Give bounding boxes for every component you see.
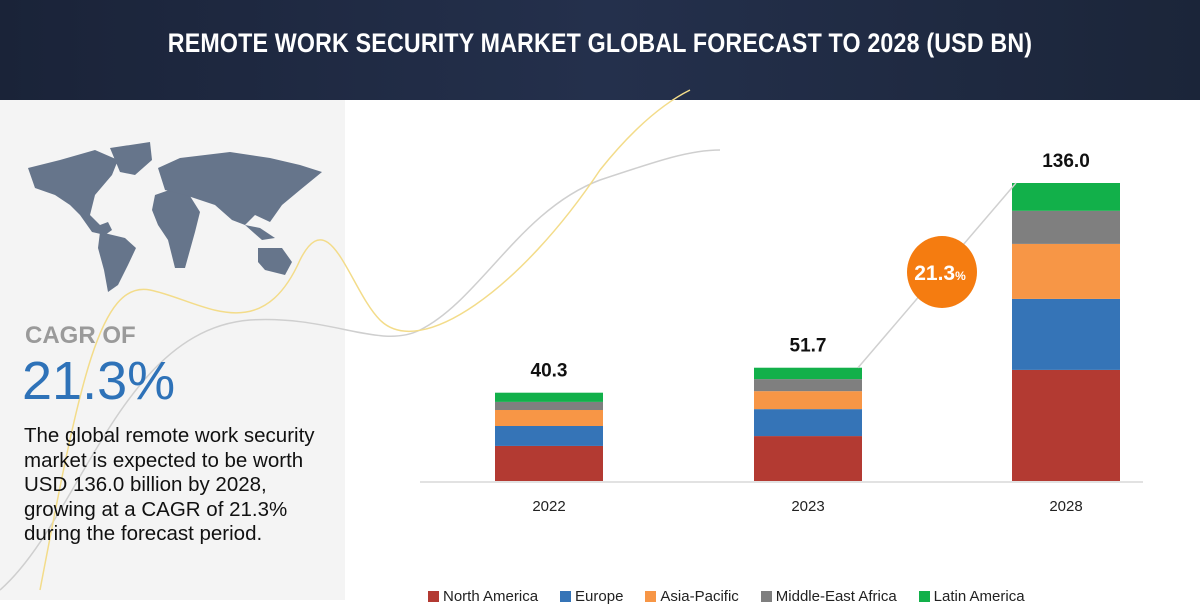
- cagr-bubble-label: 21.3%: [914, 262, 966, 285]
- market-description: The global remote work security market i…: [24, 424, 315, 545]
- legend-label: Asia-Pacific: [660, 588, 739, 605]
- bar-2023-latin-america: [754, 367, 862, 380]
- page-title: REMOTE WORK SECURITY MARKET GLOBAL FOREC…: [167, 28, 1033, 58]
- cagr-bubble: [907, 236, 977, 308]
- bar-2028-europe: [1012, 298, 1120, 370]
- legend-item: Latin America: [918, 588, 1025, 605]
- bar-2028-middle-east-africa: [1012, 210, 1120, 244]
- bar-2023-middle-east-africa: [754, 379, 862, 392]
- bar-2028-asia-pacific: [1012, 243, 1120, 299]
- cagr-label: CAGR OF: [25, 322, 136, 349]
- legend-item: Asia-Pacific: [645, 588, 739, 605]
- legend-swatch: [645, 591, 657, 602]
- x-tick-label: 2023: [791, 498, 824, 515]
- total-label: 51.7: [790, 336, 827, 357]
- legend-label: Europe: [575, 588, 624, 605]
- decor-line-yellow: [39, 89, 691, 591]
- legend-label: Middle-East Africa: [775, 588, 897, 605]
- cagr-value: 21.3%: [22, 351, 176, 411]
- world-map-icon: [28, 142, 322, 292]
- bar-2028-latin-america: [1012, 183, 1120, 211]
- legend-swatch: [428, 591, 439, 602]
- legend-label: Latin America: [933, 588, 1025, 605]
- total-label: 40.3: [531, 361, 568, 382]
- bar-2022-europe: [495, 426, 603, 446]
- bar-2022-latin-america: [495, 392, 603, 402]
- legend-label: North America: [443, 588, 539, 605]
- chart-legend: North America Europe Asia-Pacific Middle-Ea…: [428, 588, 1025, 605]
- bar-2023-europe: [754, 409, 862, 437]
- legend-item: Middle-East Africa: [760, 588, 897, 605]
- x-tick-label: 2028: [1049, 498, 1082, 515]
- header-banner: REMOTE WORK SECURITY MARKET GLOBAL FOREC…: [0, 0, 1200, 100]
- legend-swatch: [918, 591, 930, 602]
- legend-swatch: [760, 591, 772, 602]
- bar-2022-north-america: [495, 445, 603, 481]
- legend-item: Europe: [560, 588, 623, 605]
- legend-swatch: [560, 591, 572, 602]
- bar-2022-asia-pacific: [495, 410, 603, 427]
- decor-line-gray: [0, 149, 721, 591]
- bar-2028-north-america: [1012, 369, 1120, 481]
- bar-2023-north-america: [754, 436, 862, 481]
- x-tick-label: 2022: [532, 498, 565, 515]
- bar-2023-asia-pacific: [754, 391, 862, 410]
- total-label: 136.0: [1042, 151, 1090, 172]
- bar-2022-middle-east-africa: [495, 401, 603, 411]
- legend-item: North America: [428, 588, 538, 605]
